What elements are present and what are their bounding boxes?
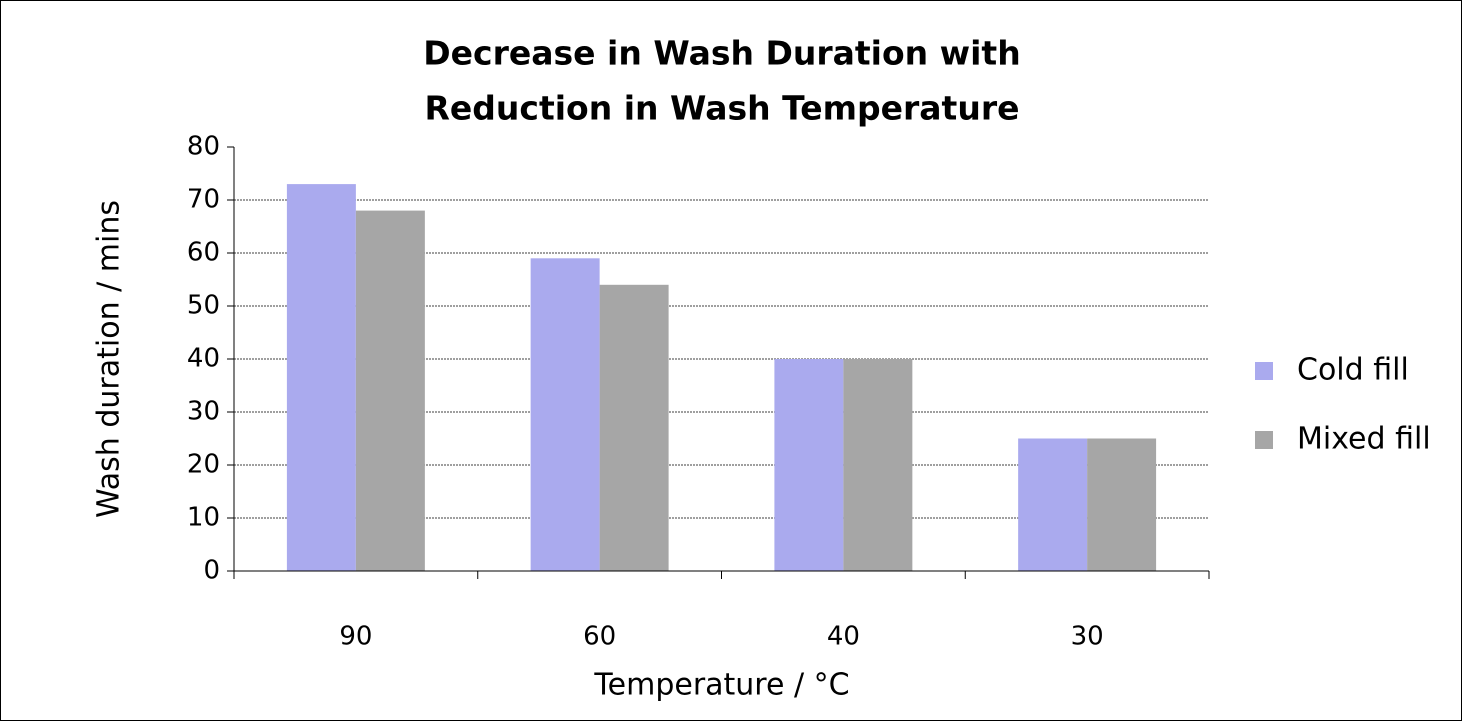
x-tick-label: 40 [827,622,860,652]
legend-swatch [1255,431,1273,449]
bar [599,284,669,571]
legend-label: Cold fill [1297,353,1409,388]
x-tick-label: 90 [339,622,372,652]
y-tick-label: 20 [187,450,220,480]
chart-title: Reduction in Wash Temperature [425,89,1020,128]
bar [355,210,425,571]
x-tick-label: 60 [583,622,616,652]
y-tick-label: 10 [187,503,220,533]
x-tick-label: 30 [1071,622,1104,652]
y-tick-label: 80 [187,132,220,162]
bar [1087,438,1157,571]
legend-swatch [1255,362,1273,380]
bar [843,359,913,571]
y-tick-label: 70 [187,185,220,215]
y-tick-label: 30 [187,397,220,427]
y-axis-label: Wash duration / mins [92,200,127,518]
y-tick-label: 40 [187,344,220,374]
bar [530,258,600,571]
bar [286,184,356,571]
y-tick-label: 50 [187,291,220,321]
x-axis-label: Temperature / °C [593,668,849,703]
y-tick-label: 0 [203,556,220,586]
legend-label: Mixed fill [1297,422,1431,457]
chart-title: Decrease in Wash Duration with [423,34,1020,73]
y-tick-label: 60 [187,238,220,268]
bar [774,359,844,571]
bar [1018,438,1088,571]
